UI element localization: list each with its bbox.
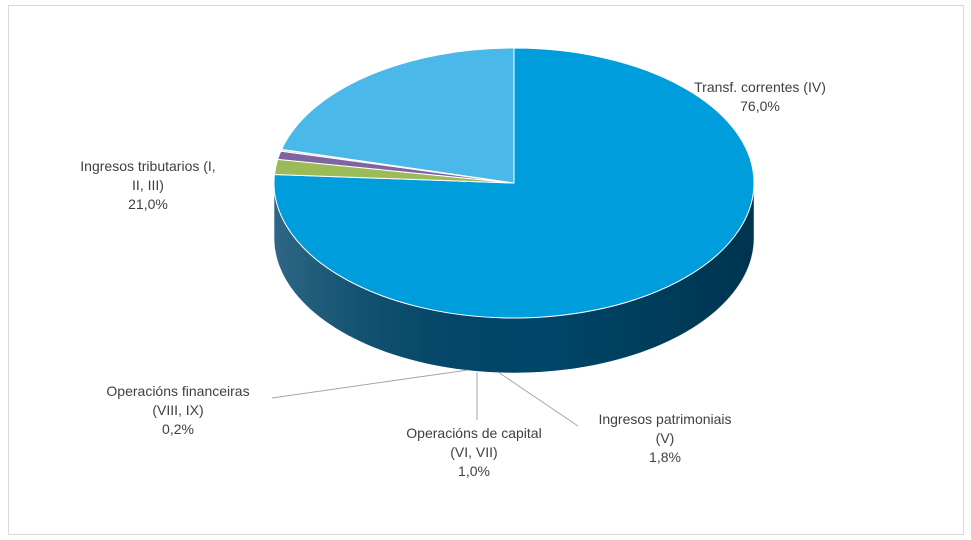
slice-labels: Transf. correntes (IV) 76,0% Ingresos patr…	[80, 79, 826, 479]
value-label-operaci-ns-financeiras: 0,2%	[162, 421, 194, 437]
label-transf-correntes-iv-line-1: Transf. correntes (IV)	[694, 79, 826, 95]
value-label-transf-correntes-iv: 76,0%	[740, 98, 780, 114]
label-ingresos-patrimoniais-line-2: (V)	[656, 430, 675, 446]
label-operaci-ns-financeiras-line-2: (VIII, IX)	[152, 402, 203, 418]
pie-tops	[273, 47, 755, 319]
label-ingresos-tributarios-i-line-1: Ingresos tributarios (I,	[80, 158, 215, 174]
slice-transf-correntes-iv[interactable]	[273, 47, 755, 319]
value-label-operaci-ns-de-capital: 1,0%	[458, 463, 490, 479]
label-ingresos-patrimoniais-line-1: Ingresos patrimoniais	[598, 411, 731, 427]
leader-operaci-ns-financeiras	[271, 369, 469, 399]
value-label-ingresos-patrimoniais: 1,8%	[649, 449, 681, 465]
label-operaci-ns-financeiras-line-1: Operacións financeiras	[106, 383, 249, 399]
leader-ingresos-patrimoniais	[497, 371, 579, 427]
leader-lines	[271, 369, 579, 427]
slice-ingresos-tributarios-i[interactable]	[280, 47, 515, 184]
value-label-ingresos-tributarios-i: 21,0%	[128, 196, 168, 212]
label-ingresos-tributarios-i-line-2: II, III)	[132, 177, 164, 193]
label-operaci-ns-de-capital-line-1: Operacións de capital	[406, 425, 541, 441]
label-operaci-ns-de-capital-line-2: (VI, VII)	[450, 444, 497, 460]
side-transf-correntes-iv-shade	[274, 183, 754, 373]
